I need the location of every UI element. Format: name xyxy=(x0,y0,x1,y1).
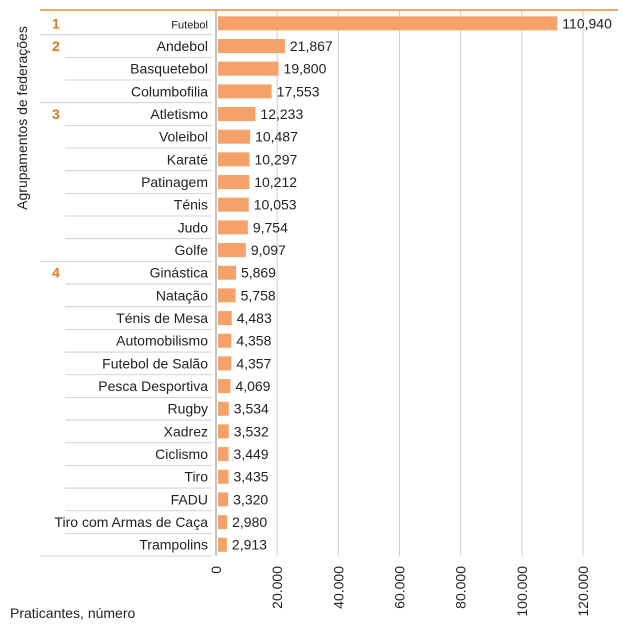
value-label: 19,800 xyxy=(284,61,327,77)
value-label: 9,097 xyxy=(251,242,286,258)
value-label: 4,069 xyxy=(235,378,270,394)
value-labels: 110,940 21,867 19,800 17,553 12,233 10,487 10,… xyxy=(232,15,612,552)
value-label: 9,754 xyxy=(253,219,288,235)
category-label: Futebol xyxy=(171,19,208,31)
value-label: 5,758 xyxy=(241,287,276,303)
category-label: Pesca Desportiva xyxy=(98,378,208,394)
category-label: Tiro com Armas de Caça xyxy=(54,514,208,530)
bars xyxy=(218,16,558,552)
category-label: Judo xyxy=(178,219,209,235)
value-label: 4,483 xyxy=(237,310,272,326)
bar xyxy=(218,129,251,144)
category-label: Karaté xyxy=(167,151,208,167)
bar xyxy=(218,537,227,552)
category-label: Atletismo xyxy=(150,106,208,122)
value-label: 3,532 xyxy=(234,423,269,439)
bar xyxy=(218,311,232,326)
bar xyxy=(218,175,250,190)
value-label: 10,053 xyxy=(254,197,297,213)
bar xyxy=(218,401,229,416)
value-label: 10,487 xyxy=(255,129,298,145)
bar xyxy=(218,220,248,235)
value-label: 110,940 xyxy=(562,15,612,31)
group-number: 1 xyxy=(52,15,60,31)
bar xyxy=(218,288,236,303)
category-labels: Futebol Andebol Basquetebol Columbofilia Atl… xyxy=(54,19,208,552)
x-tick-label: 120.000 xyxy=(575,566,591,617)
category-label: Columbofilia xyxy=(131,83,208,99)
bar xyxy=(218,379,231,394)
value-label: 3,449 xyxy=(234,446,269,462)
bar xyxy=(218,39,285,54)
value-label: 12,233 xyxy=(260,106,303,122)
bar xyxy=(218,424,229,439)
value-label: 10,212 xyxy=(254,174,297,190)
value-label: 10,297 xyxy=(254,151,297,167)
category-label: Voleibol xyxy=(159,129,208,145)
bar xyxy=(218,515,228,530)
value-label: 3,435 xyxy=(234,469,269,485)
x-tick-label: 0 xyxy=(208,566,224,574)
category-label: Futebol de Salão xyxy=(102,355,208,371)
x-tick-label: 80.000 xyxy=(453,566,469,609)
bar xyxy=(218,61,279,76)
value-label: 5,869 xyxy=(241,265,276,281)
value-label: 3,534 xyxy=(234,401,269,417)
category-label: Ginástica xyxy=(150,265,209,281)
x-tick-label: 40.000 xyxy=(330,566,346,609)
category-label: Ténis xyxy=(174,197,208,213)
x-axis-title: Praticantes, número xyxy=(10,605,135,621)
x-tick-label: 20.000 xyxy=(269,566,285,609)
value-label: 17,553 xyxy=(277,83,320,99)
value-label: 4,357 xyxy=(236,355,271,371)
bar xyxy=(218,84,272,99)
bar xyxy=(218,265,236,280)
bar xyxy=(218,447,229,462)
value-label: 2,980 xyxy=(232,514,267,530)
value-label: 4,358 xyxy=(236,333,271,349)
bar xyxy=(218,492,229,507)
category-label: Rugby xyxy=(168,401,208,417)
category-label: Ténis de Mesa xyxy=(116,310,208,326)
category-label: Patinagem xyxy=(141,174,208,190)
category-label: Xadrez xyxy=(164,423,208,439)
value-label: 21,867 xyxy=(290,38,333,54)
category-label: Trampolins xyxy=(139,537,208,553)
bar xyxy=(218,356,232,371)
bar xyxy=(218,107,256,122)
bar xyxy=(218,16,558,31)
bar xyxy=(218,152,250,167)
group-separators: 1 2 3 4 xyxy=(40,15,212,557)
category-label: FADU xyxy=(171,491,208,507)
bar xyxy=(218,469,229,484)
y-axis-title: Agrupamentos de federações xyxy=(14,26,30,210)
category-label: Basquetebol xyxy=(130,61,208,77)
category-label: Automobilismo xyxy=(116,333,208,349)
group-number: 3 xyxy=(52,106,60,122)
value-label: 2,913 xyxy=(232,537,267,553)
gridlines xyxy=(276,10,584,556)
category-label: Natação xyxy=(156,287,208,303)
category-label: Golfe xyxy=(175,242,209,258)
group-number: 2 xyxy=(52,38,60,54)
bar xyxy=(218,197,249,212)
category-label: Ciclismo xyxy=(155,446,208,462)
bar xyxy=(218,333,232,348)
x-tick-label: 60.000 xyxy=(392,566,408,609)
category-label: Tiro xyxy=(184,469,208,485)
value-label: 3,320 xyxy=(233,491,268,507)
group-number: 4 xyxy=(52,265,60,281)
bar xyxy=(218,243,246,258)
x-tick-label: 100.000 xyxy=(514,566,530,617)
category-label: Andebol xyxy=(157,38,208,54)
x-tick-labels: 0 20.000 40.000 60.000 80.000 100.000 120.000 xyxy=(208,566,591,617)
